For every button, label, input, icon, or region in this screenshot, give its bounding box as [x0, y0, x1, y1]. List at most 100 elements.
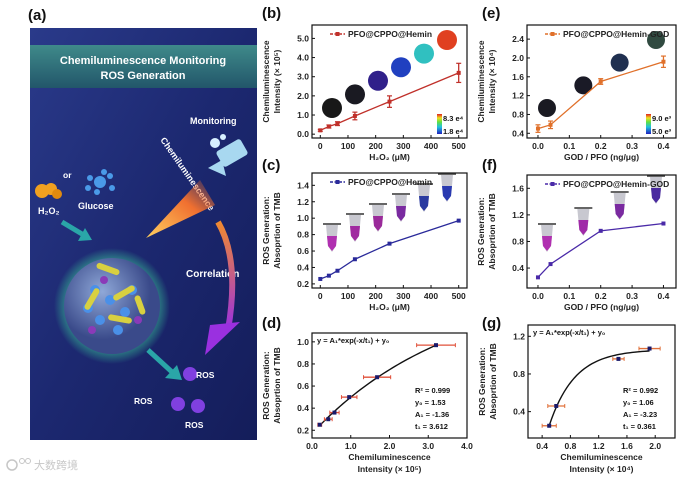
luminescence-image	[574, 76, 593, 95]
y-tick-label: 1.2	[297, 197, 309, 207]
sample-tube-icon	[415, 183, 433, 212]
sample-tube-icon	[610, 191, 629, 220]
schematic-title-line1: Chemiluminescence Monitoring	[60, 55, 226, 67]
x-axis-label: Chemiluminescence	[560, 452, 642, 462]
data-point	[661, 59, 666, 64]
fit-curve	[548, 350, 650, 426]
watermark-logo: 大数跨境	[6, 458, 78, 472]
y-axis-label: ROS Generation:	[477, 347, 487, 416]
legend-label: PFO@CPPO@Hemin	[348, 177, 432, 187]
fit-parameter: A₁ = -1.36	[415, 410, 449, 419]
output-arrow-head	[165, 365, 182, 380]
x-tick-label: 300	[396, 141, 410, 151]
input-arrow	[60, 219, 84, 237]
panel-label: (g)	[482, 315, 501, 332]
legend-label: PFO@CPPO@Hemin-GOD	[563, 179, 669, 189]
y-tick-label: 0.4	[297, 403, 309, 413]
charts: (b) 0 100 200 300 400 500 0.0 1.0 2.0 3.0 4.0 5.0 H₂O…	[261, 5, 677, 474]
colorbar-max-label: 9.0 e³	[652, 114, 672, 123]
y-tick-label: 0.8	[297, 230, 309, 240]
y-tick-label: 0.8	[512, 109, 524, 119]
panel-a-schematic: (a) Chemiluminescence Monitoring ROS Gen…	[6, 7, 257, 472]
y-tick-label: 1.2	[513, 331, 525, 341]
x-tick-label: 200	[369, 141, 383, 151]
fit-parameter: y₀ = 1.06	[623, 398, 654, 407]
chart-panel-f: (f) 0.0 0.1 0.2 0.3 0.4 0.4 0.8 1.2 1.6 GOD / PFO …	[476, 157, 677, 312]
x-tick-label: 0	[318, 141, 323, 151]
y-tick-label: 0.6	[297, 246, 309, 256]
y-tick-label: 0.6	[297, 381, 309, 391]
x-tick-label: 2.0	[649, 441, 661, 451]
sample-tube-icon	[538, 223, 556, 252]
fit-parameter: R² = 0.999	[415, 386, 450, 395]
x-tick-label: 500	[452, 141, 466, 151]
data-point	[352, 257, 357, 262]
plot-frame	[527, 324, 676, 439]
tube-solution	[614, 204, 625, 219]
y-tick-label: 1.6	[512, 183, 524, 193]
x-axis-label: GOD / PFO (ng/μg)	[564, 152, 639, 162]
data-point	[434, 343, 438, 348]
correlation-arrow	[215, 220, 236, 331]
x-axis-label: Intensity (× 10⁴)	[570, 464, 634, 474]
data-point	[352, 113, 357, 118]
x-tick-label: 4.0	[461, 441, 473, 451]
y-tick-label: 0.8	[512, 236, 524, 246]
or-label: or	[63, 170, 72, 180]
tube-solution	[442, 186, 452, 201]
x-tick-label: 300	[396, 291, 410, 301]
x-tick-label: 500	[452, 291, 466, 301]
x-tick-label: 0.2	[595, 141, 607, 151]
y-tick-label: 1.0	[297, 337, 309, 347]
tube-solution	[419, 196, 429, 211]
luminescence-image	[538, 99, 556, 117]
correlation-arrow-head	[205, 322, 240, 355]
x-tick-label: 100	[341, 141, 355, 151]
x-tick-label: 0.3	[626, 141, 638, 151]
data-point	[548, 122, 553, 127]
panel-label: (e)	[482, 5, 500, 22]
tube-solution	[578, 220, 589, 235]
tube-solution	[542, 236, 552, 251]
chart-panel-d: (d)0.0 1.0 2.0 3.0 4.00.20.40.60.81.0Chemilu…	[261, 315, 473, 474]
ros-label: ROS	[134, 396, 153, 406]
y-tick-label: 0.4	[512, 263, 524, 273]
colorbar-min-label: 1.8 e⁴	[443, 127, 464, 136]
colorbar-min-label: 5.0 e³	[652, 127, 672, 136]
x-tick-label: 0.1	[563, 141, 575, 151]
data-point	[616, 356, 621, 361]
tube-solution	[350, 226, 360, 241]
y-tick-label: 4.0	[297, 53, 309, 63]
schematic-background	[30, 28, 257, 440]
plot-frame	[526, 24, 677, 139]
plot-frame	[311, 172, 468, 289]
tube-solution	[373, 216, 383, 231]
correlation-label: Correlation	[186, 269, 239, 280]
data-point	[387, 241, 392, 246]
nanoparticle-sphere	[54, 248, 170, 364]
data-point	[335, 121, 340, 126]
y-axis-label: Chemiluminescence	[476, 40, 486, 122]
panel-label: (d)	[262, 315, 281, 332]
tube-solution	[651, 188, 661, 203]
title-banner	[30, 45, 257, 88]
x-tick-label: 0.0	[532, 141, 544, 151]
sample-tube-icon	[438, 173, 456, 202]
x-tick-label: 0.0	[532, 291, 544, 301]
luminescence-image	[414, 43, 434, 64]
fit-parameter: y₀ = 1.53	[415, 398, 446, 407]
fit-parameter: R² = 0.992	[623, 386, 658, 395]
data-point	[335, 268, 340, 273]
x-axis-label: H₂O₂ (μM)	[369, 152, 410, 162]
ros-particles-icon	[171, 367, 205, 413]
x-tick-label: 0.4	[658, 141, 670, 151]
x-axis-label: H₂O₂ (μM)	[369, 302, 410, 312]
y-tick-label: 2.0	[512, 53, 524, 63]
panel-label: (c)	[262, 157, 280, 174]
y-axis-label: ROS Generation:	[476, 197, 486, 266]
sample-tube-icon	[392, 193, 410, 222]
series-line	[320, 220, 459, 280]
y-tick-label: 0.8	[513, 369, 525, 379]
y-tick-label: 1.2	[512, 91, 524, 101]
y-tick-label: 0.2	[297, 425, 309, 435]
